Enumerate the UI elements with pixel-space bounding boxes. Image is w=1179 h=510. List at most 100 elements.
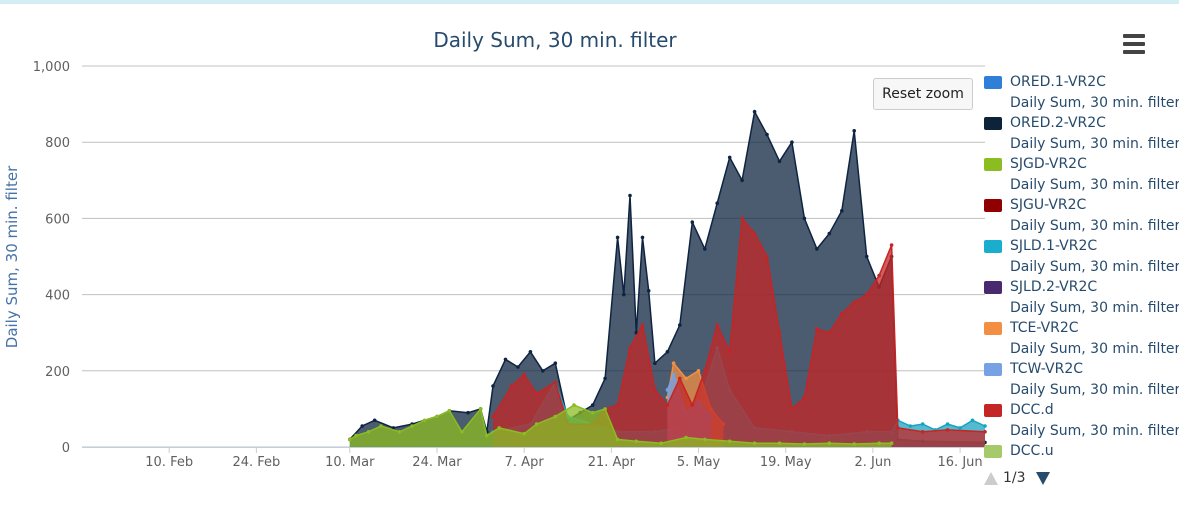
y-tick-label: 800	[45, 136, 70, 151]
data-point	[690, 220, 695, 224]
data-point	[590, 410, 595, 415]
data-point	[553, 361, 558, 366]
data-point	[678, 323, 682, 327]
data-point	[516, 365, 520, 369]
data-point	[852, 129, 856, 133]
top-border	[0, 0, 1179, 4]
legend-item[interactable]: TCE-VR2C Daily Sum, 30 min. filter	[984, 320, 1179, 361]
legend-item[interactable]: ORED.1-VR2C Daily Sum, 30 min. filter	[984, 74, 1179, 115]
data-point	[815, 247, 819, 251]
legend-item[interactable]: SJGU-VR2C Daily Sum, 30 min. filter	[984, 197, 1179, 238]
hamburger-menu-icon[interactable]	[1120, 30, 1148, 56]
data-point	[671, 372, 676, 377]
legend-item[interactable]: ORED.2-VR2C Daily Sum, 30 min. filter	[984, 115, 1179, 156]
series-area	[493, 218, 985, 447]
y-tick-label: 600	[45, 212, 70, 227]
legend-page-indicator: 1/3	[1003, 470, 1026, 486]
data-point	[727, 155, 732, 160]
data-point	[696, 369, 701, 373]
data-point	[366, 430, 371, 434]
y-tick-label: 200	[45, 365, 70, 380]
data-point	[653, 361, 657, 366]
data-point	[460, 430, 464, 434]
data-point	[827, 231, 832, 236]
data-point	[646, 289, 651, 293]
x-tick-label: 2. Jun	[854, 455, 891, 470]
data-point	[945, 422, 950, 426]
legend-item[interactable]: SJGD-VR2C Daily Sum, 30 min. filter	[984, 156, 1179, 197]
data-point	[752, 109, 757, 114]
legend-symbol	[984, 240, 1002, 253]
legend-symbol	[984, 445, 1002, 458]
reset-zoom-button[interactable]: Reset zoom	[873, 78, 973, 110]
legend-item[interactable]: SJLD.2-VR2C Daily Sum, 30 min. filter	[984, 279, 1179, 320]
data-point	[958, 426, 962, 430]
legend-page-down-icon[interactable]	[1036, 472, 1050, 485]
y-tick-label: 0	[62, 441, 70, 456]
data-point	[640, 235, 645, 240]
y-tick-label: 400	[45, 289, 70, 304]
data-point	[447, 409, 452, 413]
data-point	[603, 407, 607, 411]
chart-title: Daily Sum, 30 min. filter	[433, 28, 677, 52]
legend-item-subtitle: Daily Sum, 30 min. filter	[1010, 300, 1179, 316]
legend-item-label: ORED.1-VR2C	[1010, 74, 1106, 90]
data-point	[435, 414, 439, 419]
data-point	[777, 159, 782, 164]
data-point	[628, 193, 632, 198]
data-point	[740, 216, 744, 221]
data-point	[790, 140, 794, 144]
data-point	[840, 311, 844, 316]
data-point	[864, 292, 869, 297]
data-point	[945, 428, 950, 432]
data-point	[703, 247, 707, 251]
data-point	[852, 442, 856, 446]
legend-item-label: TCW-VR2C	[1010, 361, 1084, 377]
data-point	[634, 439, 639, 444]
data-point	[603, 376, 607, 381]
data-point	[703, 437, 707, 442]
legend: ORED.1-VR2C Daily Sum, 30 min. filter ORED…	[984, 74, 1179, 466]
data-point	[491, 384, 495, 388]
data-point	[790, 407, 794, 411]
x-tick-label: 24. Feb	[232, 455, 280, 470]
data-point	[877, 441, 881, 446]
data-point	[827, 441, 832, 446]
data-point	[553, 414, 558, 419]
data-point	[665, 403, 670, 407]
legend-symbol	[984, 158, 1002, 171]
legend-item-label: SJLD.2-VR2C	[1010, 279, 1098, 295]
data-point	[348, 437, 352, 442]
legend-item-subtitle: Daily Sum, 30 min. filter	[1010, 95, 1179, 111]
x-tick-label: 21. Apr	[588, 455, 636, 470]
legend-item[interactable]: DCC.u	[984, 443, 1179, 466]
series-area	[349, 405, 892, 447]
legend-item[interactable]: TCW-VR2C Daily Sum, 30 min. filter	[984, 361, 1179, 402]
data-point	[503, 357, 508, 362]
data-point	[466, 410, 470, 415]
data-point	[852, 300, 856, 305]
data-point	[752, 231, 757, 236]
data-point	[615, 437, 620, 442]
legend-symbol	[984, 322, 1002, 335]
legend-item-label: TCE-VR2C	[1010, 320, 1079, 336]
x-tick-label: 24. Mar	[412, 455, 462, 470]
data-point	[534, 391, 539, 396]
legend-item-label: DCC.d	[1010, 402, 1054, 418]
legend-item-subtitle: Daily Sum, 30 min. filter	[1010, 341, 1179, 357]
x-tick-label: 7. Apr	[505, 455, 545, 470]
data-point	[572, 403, 576, 407]
y-tick-label: 1,000	[33, 60, 70, 75]
legend-item[interactable]: DCC.d Daily Sum, 30 min. filter	[984, 402, 1179, 443]
data-point	[908, 424, 913, 428]
x-tick-label: 19. May	[760, 455, 812, 470]
legend-item[interactable]: SJLD.1-VR2C Daily Sum, 30 min. filter	[984, 238, 1179, 279]
data-point	[628, 346, 632, 350]
legend-item-subtitle: Daily Sum, 30 min. filter	[1010, 382, 1179, 398]
data-point	[840, 209, 844, 213]
legend-page-up-icon[interactable]	[984, 472, 998, 485]
data-point	[665, 350, 670, 354]
data-point	[777, 330, 782, 335]
legend-symbol	[984, 76, 1002, 89]
